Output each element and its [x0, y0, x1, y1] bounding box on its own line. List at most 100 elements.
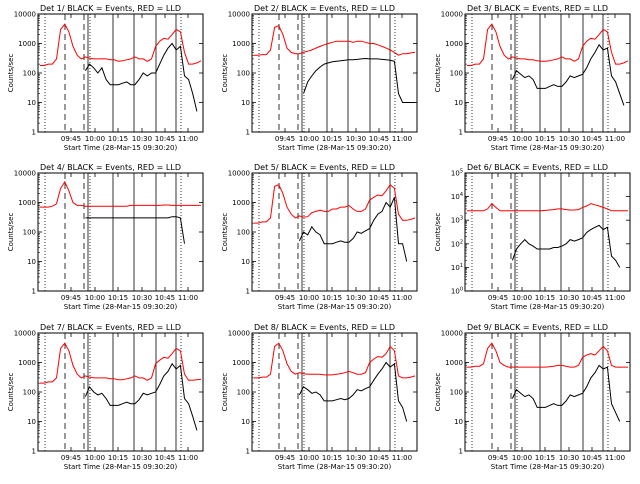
x-tick-label: 10:15 [535, 294, 555, 302]
x-tick-label: 09:45 [275, 135, 295, 143]
y-tick-label: 1 [246, 288, 250, 296]
x-axis-label: Start Time (28-Mar-15 09:30:20) [491, 144, 605, 152]
events-series-line [511, 224, 621, 268]
events-series-line [303, 57, 415, 103]
x-tick-label: 11:00 [605, 135, 625, 143]
x-tick-label: 10:45 [582, 294, 602, 302]
plot-frame [37, 332, 204, 452]
y-tick-label: 10 [454, 99, 463, 107]
panel-det-9: Det 9/ BLACK = Events, RED = LLD 1 10 100 10… [434, 323, 631, 471]
y-tick-label: 10000 [228, 11, 250, 19]
x-tick-label: 10:15 [108, 454, 128, 462]
x-tick-label: 10:30 [346, 135, 366, 143]
y-tick-label: 10 [241, 418, 250, 426]
panel-det-8: Det 8/ BLACK = Events, RED = LLD 1 10 100 10… [221, 323, 418, 471]
x-tick-label: 10:00 [299, 294, 319, 302]
y-axis-label: Counts/sec [7, 213, 15, 252]
x-tick-label: 10:00 [512, 135, 532, 143]
x-tick-label: 09:45 [275, 294, 295, 302]
y-tick-label: 1 [32, 448, 36, 456]
y-tick-label: 100 [450, 389, 463, 397]
x-tick-label: 09:45 [275, 454, 295, 462]
x-tick-label: 11:00 [392, 294, 412, 302]
x-tick-label: 10:30 [346, 454, 366, 462]
y-tick-label: 1000 [18, 40, 36, 48]
x-tick-label: 09:45 [488, 135, 508, 143]
x-axis-label: Start Time (28-Mar-15 09:30:20) [491, 463, 605, 471]
x-axis-label: Start Time (28-Mar-15 09:30:20) [278, 303, 392, 311]
y-tick-label: 10 [27, 99, 36, 107]
y-tick-label: 100 [23, 389, 36, 397]
y-tick-label: 1000 [232, 359, 250, 367]
lld-series-line [40, 23, 202, 66]
y-tick-label: 100 [237, 229, 250, 237]
x-tick-label: 09:45 [61, 135, 81, 143]
plot-frame [251, 13, 418, 133]
y-axis-label: Counts/sec [7, 54, 15, 93]
x-tick-label: 10:00 [512, 294, 532, 302]
x-tick-label: 10:45 [369, 135, 389, 143]
y-tick-label: 101 [451, 263, 463, 272]
y-tick-label: 1000 [445, 40, 463, 48]
chart-title: Det 7/ BLACK = Events, RED = LLD [40, 323, 181, 332]
x-tick-label: 09:45 [488, 294, 508, 302]
plot-frame [464, 172, 631, 292]
x-tick-label: 10:45 [155, 135, 175, 143]
x-tick-label: 10:30 [132, 454, 152, 462]
x-tick-label: 10:15 [108, 135, 128, 143]
y-tick-label: 1000 [18, 359, 36, 367]
x-tick-label: 10:15 [322, 454, 342, 462]
y-tick-label: 10000 [14, 330, 36, 338]
plot-frame [37, 172, 204, 292]
y-tick-label: 1 [32, 288, 36, 296]
x-tick-label: 10:15 [535, 135, 555, 143]
y-tick-label: 100 [451, 287, 463, 296]
y-tick-label: 10000 [441, 330, 463, 338]
x-axis-label: Start Time (28-Mar-15 09:30:20) [64, 463, 178, 471]
panel-det-7: Det 7/ BLACK = Events, RED = LLD 1 10 100 10… [7, 323, 204, 471]
chart-title: Det 9/ BLACK = Events, RED = LLD [467, 323, 608, 332]
x-tick-label: 10:30 [559, 294, 579, 302]
x-axis-label: Start Time (28-Mar-15 09:30:20) [278, 463, 392, 471]
x-tick-label: 10:45 [369, 294, 389, 302]
x-tick-label: 10:30 [132, 294, 152, 302]
y-tick-label: 10 [27, 418, 36, 426]
y-axis-label: Counts/sec [434, 54, 442, 93]
x-tick-label: 10:15 [322, 294, 342, 302]
events-series-line [298, 361, 408, 422]
x-axis-label: Start Time (28-Mar-15 09:30:20) [278, 144, 392, 152]
x-tick-label: 09:45 [61, 294, 81, 302]
y-tick-label: 10 [241, 258, 250, 266]
y-tick-label: 10000 [228, 170, 250, 178]
x-tick-label: 11:00 [178, 454, 198, 462]
y-tick-label: 100 [23, 70, 36, 78]
lld-series-line [467, 23, 629, 66]
y-tick-label: 1000 [445, 359, 463, 367]
x-tick-label: 11:00 [605, 294, 625, 302]
x-tick-label: 10:30 [346, 294, 366, 302]
plot-frame [251, 172, 418, 292]
plot-frame [251, 332, 418, 452]
panel-det-3: Det 3/ BLACK = Events, RED = LLD 1 10 100 10… [434, 4, 631, 152]
x-tick-label: 10:15 [535, 454, 555, 462]
events-series-line [84, 362, 198, 431]
lld-series-line [254, 183, 416, 224]
x-tick-label: 09:45 [61, 454, 81, 462]
y-tick-label: 10 [241, 99, 250, 107]
panel-det-4: Det 4/ BLACK = Events, RED = LLD 1 10 100 10… [7, 163, 204, 311]
x-tick-label: 10:30 [559, 454, 579, 462]
chart-title: Det 8/ BLACK = Events, RED = LLD [254, 323, 395, 332]
plot-frame [464, 332, 631, 452]
x-tick-label: 10:45 [155, 294, 175, 302]
x-tick-label: 10:00 [299, 454, 319, 462]
y-axis-label: Counts/sec [7, 373, 15, 412]
y-tick-label: 1000 [18, 199, 36, 207]
y-tick-label: 1 [459, 129, 463, 137]
lld-series-line [467, 202, 628, 212]
x-tick-label: 11:00 [178, 135, 198, 143]
x-tick-label: 10:15 [322, 135, 342, 143]
plot-frame [464, 13, 631, 133]
events-series-line [298, 197, 408, 262]
x-axis-label: Start Time (28-Mar-15 09:30:20) [491, 303, 605, 311]
